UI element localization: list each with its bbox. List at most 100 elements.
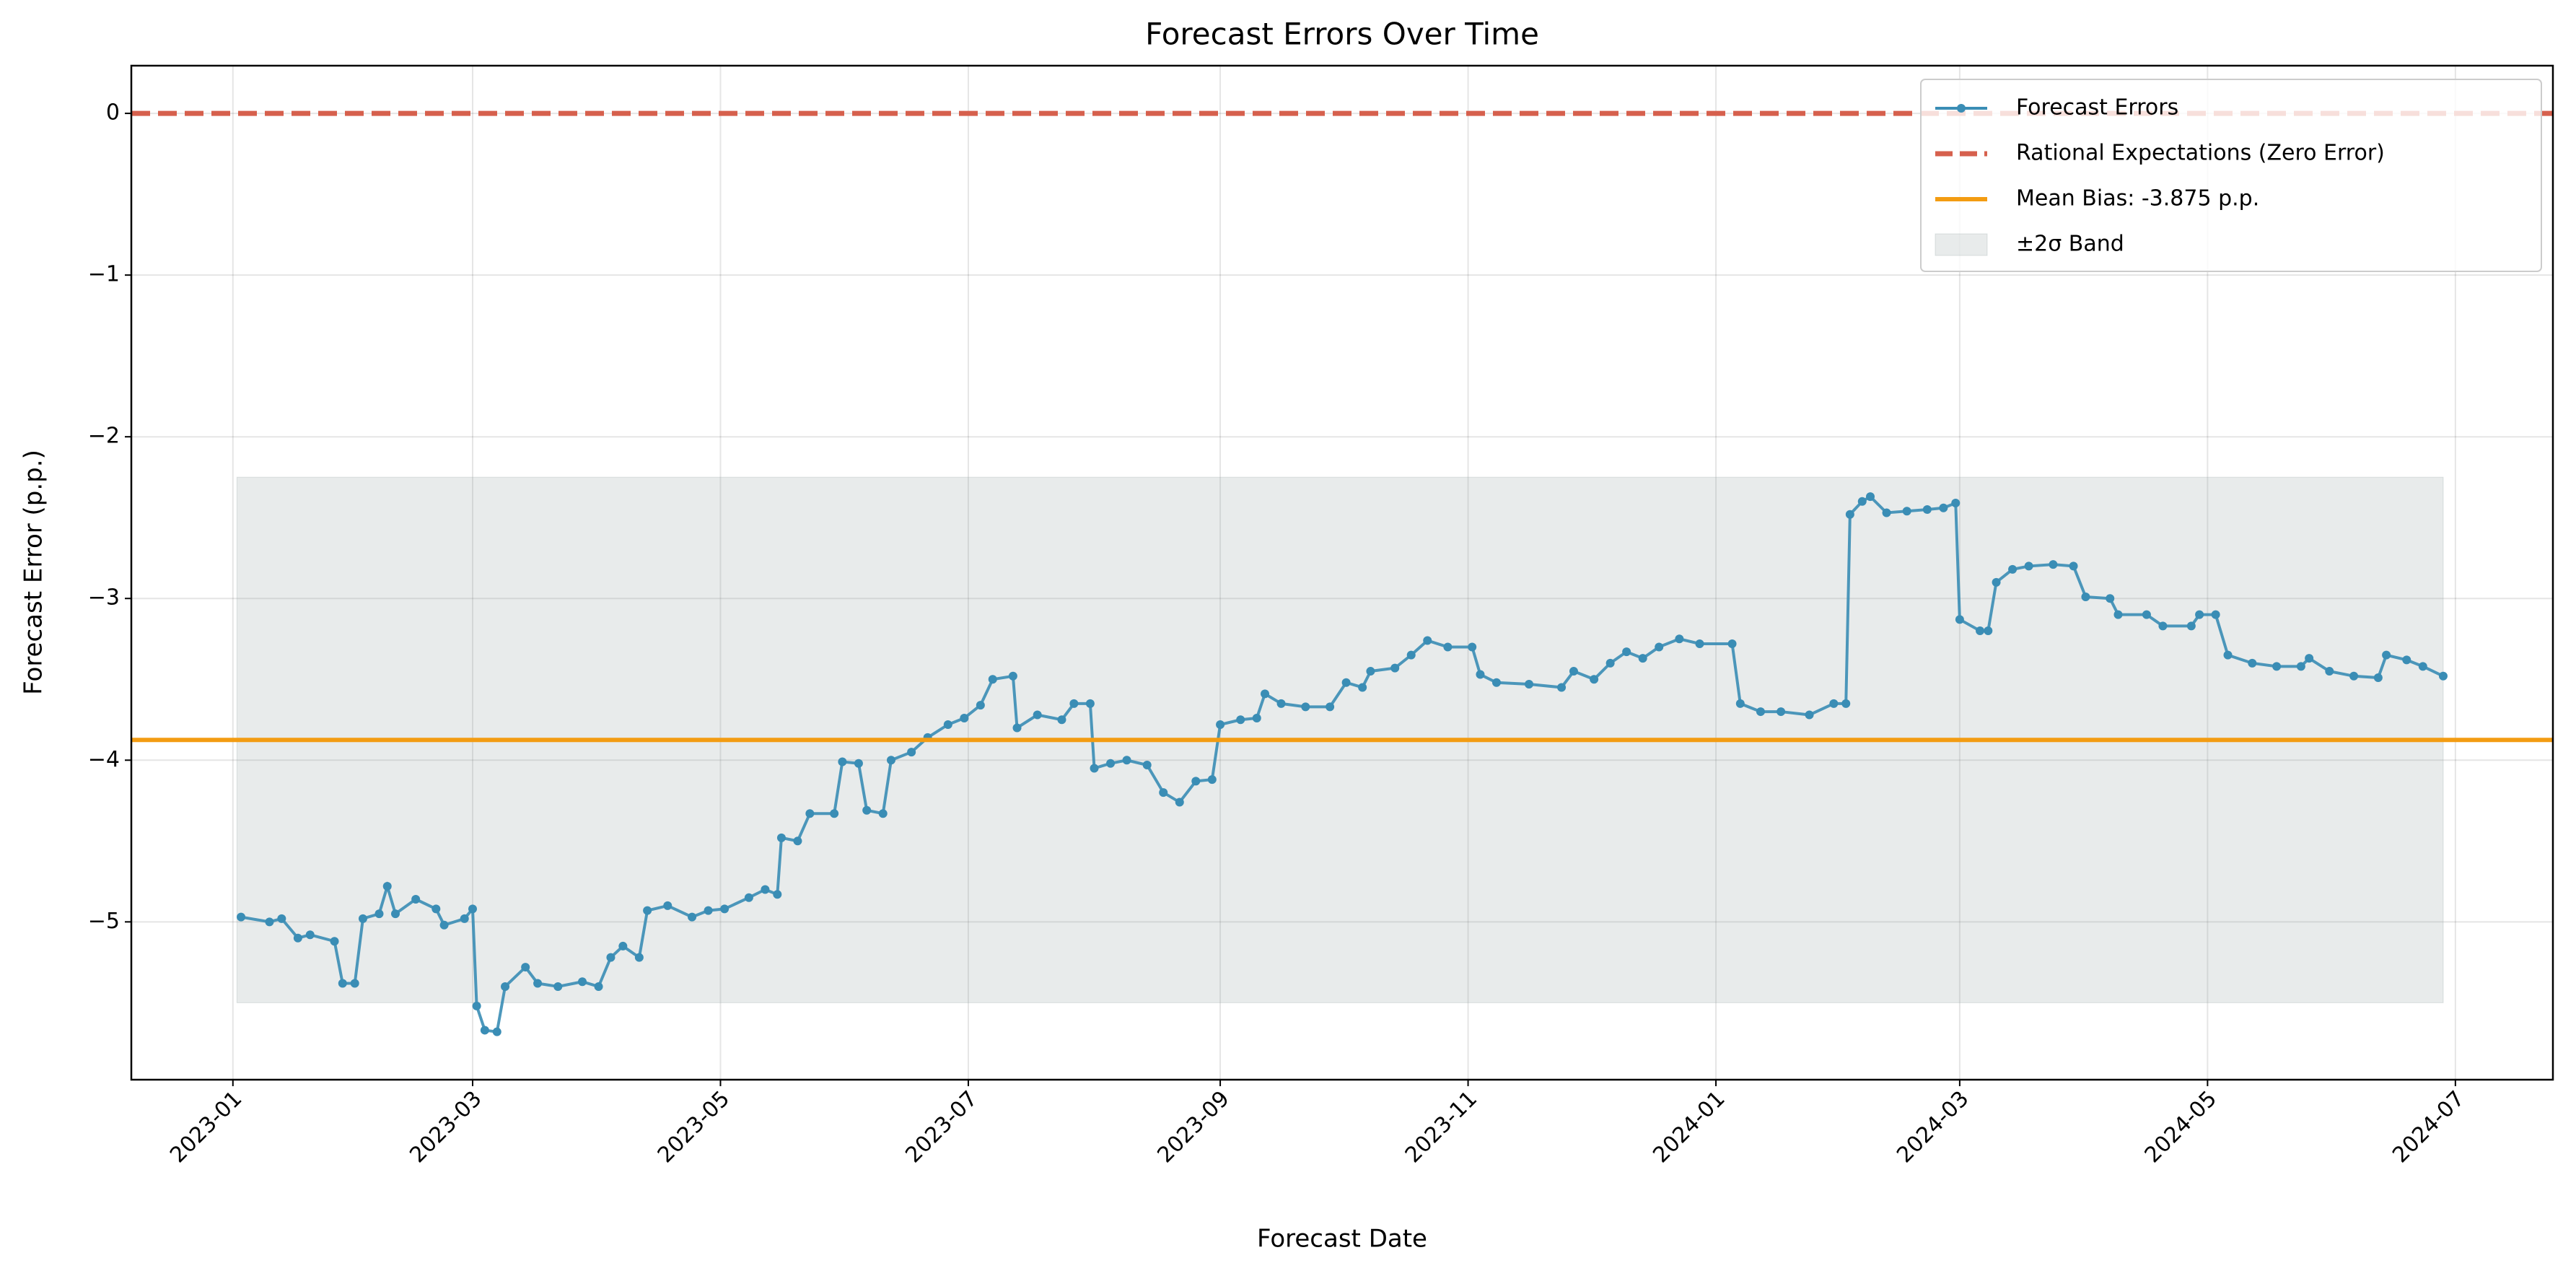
legend-label: Rational Expectations (Zero Error) — [2016, 141, 2385, 166]
point — [1902, 507, 1911, 516]
point — [1951, 499, 1961, 508]
point — [1695, 639, 1704, 648]
legend-box — [1920, 79, 2542, 272]
point — [943, 720, 952, 729]
point — [976, 701, 985, 710]
point — [1326, 702, 1335, 712]
point — [1777, 707, 1786, 717]
point — [2049, 560, 2058, 569]
point — [2008, 564, 2018, 574]
point — [1882, 508, 1891, 517]
point — [293, 933, 302, 943]
point — [2272, 662, 2282, 671]
point — [472, 1001, 481, 1010]
point — [1406, 650, 1416, 660]
point — [793, 836, 802, 846]
point — [663, 901, 673, 910]
x-tick-label: 2023-09 — [1152, 1086, 1234, 1168]
point — [1261, 689, 1270, 699]
x-tick-label: 2023-07 — [901, 1086, 982, 1168]
point — [1090, 764, 1099, 773]
point — [468, 904, 477, 914]
point — [1655, 642, 1664, 652]
point — [594, 982, 603, 991]
point — [439, 920, 449, 930]
x-tick-label: 2024-01 — [1648, 1086, 1730, 1168]
point — [2402, 655, 2411, 665]
point — [492, 1027, 501, 1036]
point — [1735, 699, 1745, 708]
point — [1085, 699, 1095, 708]
point — [830, 809, 839, 818]
point — [1557, 683, 1567, 692]
point — [1976, 626, 1985, 636]
point — [2142, 610, 2151, 619]
point — [1366, 667, 1375, 676]
point — [431, 904, 441, 914]
point — [643, 906, 652, 915]
point — [1955, 615, 1964, 624]
point — [1992, 577, 2001, 587]
point — [2195, 610, 2204, 619]
plot-frame — [130, 64, 2554, 1081]
point — [854, 759, 863, 768]
point — [1605, 658, 1615, 668]
point — [1008, 671, 1017, 681]
point — [1866, 492, 1875, 502]
point — [1159, 788, 1168, 798]
point — [2248, 658, 2257, 668]
point — [338, 979, 347, 988]
point — [330, 937, 339, 946]
x-tick-label: 2024-03 — [1892, 1086, 1973, 1168]
point — [1142, 761, 1152, 770]
point — [533, 979, 543, 988]
point — [2382, 650, 2391, 660]
point — [1191, 777, 1201, 786]
point — [1922, 505, 1932, 515]
point — [1525, 679, 1534, 689]
point — [1122, 756, 1131, 765]
point — [988, 675, 997, 684]
point — [1756, 707, 1765, 717]
point — [350, 979, 359, 988]
point — [1638, 654, 1647, 663]
point — [358, 914, 367, 923]
x-tick-label: 2024-05 — [2140, 1086, 2222, 1168]
y-tick-label: −2 — [88, 424, 120, 449]
x-tick-label: 2023-01 — [165, 1086, 247, 1168]
point — [391, 909, 400, 919]
point — [277, 914, 286, 923]
point — [960, 714, 969, 723]
point — [606, 953, 615, 962]
point — [2069, 561, 2078, 571]
point — [618, 941, 628, 951]
point — [2373, 673, 2383, 683]
legend-swatch — [1935, 233, 1988, 256]
point — [1069, 699, 1079, 708]
point — [1939, 503, 1948, 512]
point — [1727, 639, 1737, 648]
point — [1829, 699, 1839, 708]
point — [2211, 610, 2220, 619]
point — [1390, 663, 1400, 673]
legend-label: Forecast Errors — [2016, 95, 2178, 121]
point — [411, 894, 421, 904]
point — [1491, 678, 1501, 687]
point — [1845, 510, 1854, 519]
legend-label: Mean Bias: -3.875 p.p. — [2016, 186, 2259, 211]
point — [1443, 642, 1453, 652]
point — [878, 809, 888, 818]
point — [1175, 798, 1184, 807]
point — [521, 963, 530, 972]
series-line — [240, 494, 2444, 1034]
y-tick-label: −3 — [88, 585, 120, 611]
point — [776, 833, 786, 842]
x-tick-label: 2024-07 — [2388, 1086, 2469, 1168]
point — [907, 748, 916, 757]
point — [1033, 710, 1042, 720]
point — [2296, 662, 2305, 671]
point — [553, 982, 563, 991]
point — [1341, 678, 1351, 687]
point — [1358, 683, 1367, 692]
x-tick-label: 2023-11 — [1401, 1086, 1482, 1168]
